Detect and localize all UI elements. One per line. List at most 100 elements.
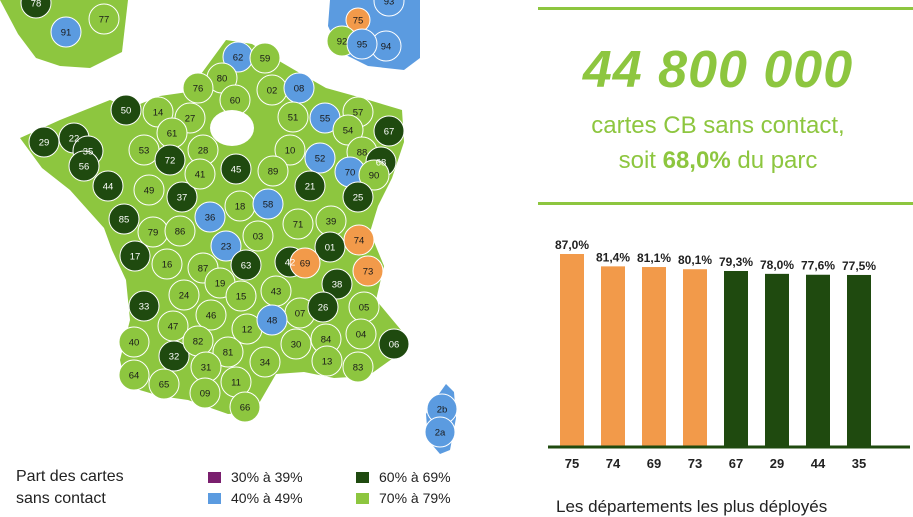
legend-title-line2: sans contact: [16, 490, 106, 507]
department-label-14: 14: [153, 108, 164, 119]
department-label-11: 11: [231, 378, 241, 389]
department-58: [252, 188, 284, 220]
department-52: [304, 142, 336, 174]
department-65: [148, 368, 180, 400]
department-label-22: 22: [69, 134, 80, 145]
card-count: 44 800 000: [582, 41, 854, 99]
department-label-43: 43: [271, 287, 282, 298]
map-svg: 78 91 77 75 92 93 94 62 59 80 76 60 02 08 51 55 57 54 67 88…: [0, 0, 458, 454]
department-label-37: 37: [177, 193, 188, 204]
legend-item-label: 40% à 49%: [231, 490, 303, 506]
department-45: [220, 153, 252, 185]
department-label-31: 31: [201, 363, 212, 374]
department-label-62: 62: [233, 53, 244, 64]
bar-value-label: 77,6%: [801, 259, 835, 273]
department-label-91: 91: [61, 28, 72, 39]
department-label-02: 02: [267, 86, 278, 97]
department-label-68: 68: [376, 158, 387, 169]
department-label-29: 29: [39, 138, 50, 149]
bar-44: [806, 274, 830, 446]
department-label-27: 27: [185, 114, 196, 125]
department-74: [343, 224, 375, 256]
department-label-09: 09: [200, 389, 211, 400]
department-label-13: 13: [322, 357, 333, 368]
department-label-50: 50: [121, 106, 132, 117]
department-label-16: 16: [162, 260, 173, 271]
stats-panel: 44 800 000 cartes CB sans contact, soit …: [538, 0, 913, 516]
department-label-17: 17: [130, 252, 141, 263]
stat-suffix: du parc: [730, 147, 818, 174]
department-label-04: 04: [356, 330, 367, 341]
department-label-07: 07: [295, 309, 306, 320]
department-21: [294, 170, 326, 202]
bar-29: [765, 273, 789, 446]
department-label-63: 63: [241, 261, 252, 272]
legend-swatch: [208, 493, 221, 504]
department-90: [358, 159, 390, 191]
department-label-84: 84: [321, 335, 332, 346]
department-17: [119, 240, 151, 272]
legend-item-label: 70% à 79%: [379, 490, 451, 506]
top-departments-chart: 87,0% 75 81,4% 74 81,1% 69 80,1% 73 79,3% 67 78,0%…: [548, 238, 910, 470]
department-label-89: 89: [268, 167, 279, 178]
department-label-58: 58: [263, 200, 274, 211]
department-label-85: 85: [119, 215, 130, 226]
department-93: [373, 0, 405, 17]
department-label-64: 64: [129, 371, 140, 382]
department-label-76: 76: [193, 84, 204, 95]
department-label-40: 40: [129, 338, 140, 349]
category-label: 67: [729, 456, 743, 470]
department-46: [195, 299, 227, 331]
department-label-18: 18: [235, 202, 246, 213]
department-label-93: 93: [384, 0, 395, 8]
department-label-55: 55: [320, 114, 331, 125]
department-label-69: 69: [300, 259, 311, 270]
department-label-01: 01: [325, 243, 336, 254]
department-63: [230, 249, 262, 281]
department-label-03: 03: [253, 232, 264, 243]
department-label-19: 19: [215, 279, 226, 290]
bar-74: [601, 266, 625, 446]
department-04: [345, 318, 377, 350]
department-label-57: 57: [353, 108, 364, 119]
department-59: [249, 42, 281, 74]
legend-item-30-39: 30% à 39%: [208, 469, 303, 485]
department-label-24: 24: [179, 291, 190, 302]
bar-73: [683, 269, 707, 446]
department-89: [257, 155, 289, 187]
department-2a: [424, 416, 456, 448]
department-64: [118, 359, 150, 391]
category-label: 44: [811, 456, 826, 470]
department-81: [212, 336, 244, 368]
department-16: [151, 248, 183, 280]
department-37: [166, 181, 198, 213]
department-label-30: 30: [291, 340, 302, 351]
department-label-82: 82: [193, 337, 204, 348]
department-label-46: 46: [206, 311, 217, 322]
department-72: [154, 144, 186, 176]
department-34: [249, 346, 281, 378]
legend-item-60-69: 60% à 69%: [356, 469, 451, 485]
department-label-77: 77: [99, 15, 110, 26]
department-73: [352, 255, 384, 287]
department-label-81: 81: [223, 348, 234, 359]
department-44: [92, 170, 124, 202]
map-legend: Part des cartes sans contact 30% à 39% 4…: [14, 466, 514, 514]
department-label-95: 95: [357, 40, 368, 51]
category-label: 35: [852, 456, 866, 470]
bar-value-label: 78,0%: [760, 258, 794, 272]
department-03: [242, 220, 274, 252]
department-label-45: 45: [231, 165, 242, 176]
department-label-87: 87: [198, 264, 209, 275]
department-label-60: 60: [230, 96, 241, 107]
department-label-48: 48: [267, 316, 278, 327]
department-01: [314, 231, 346, 263]
department-label-94: 94: [381, 42, 392, 53]
bar-69: [642, 267, 666, 446]
department-label-67: 67: [384, 127, 395, 138]
bar-35: [847, 274, 871, 446]
france-map: 78 91 77 75 92 93 94 62 59 80 76 60 02 08 51 55 57 54 67 88…: [0, 0, 458, 454]
department-25: [342, 181, 374, 213]
map-departments: [0, 0, 458, 454]
department-23: [210, 230, 242, 262]
